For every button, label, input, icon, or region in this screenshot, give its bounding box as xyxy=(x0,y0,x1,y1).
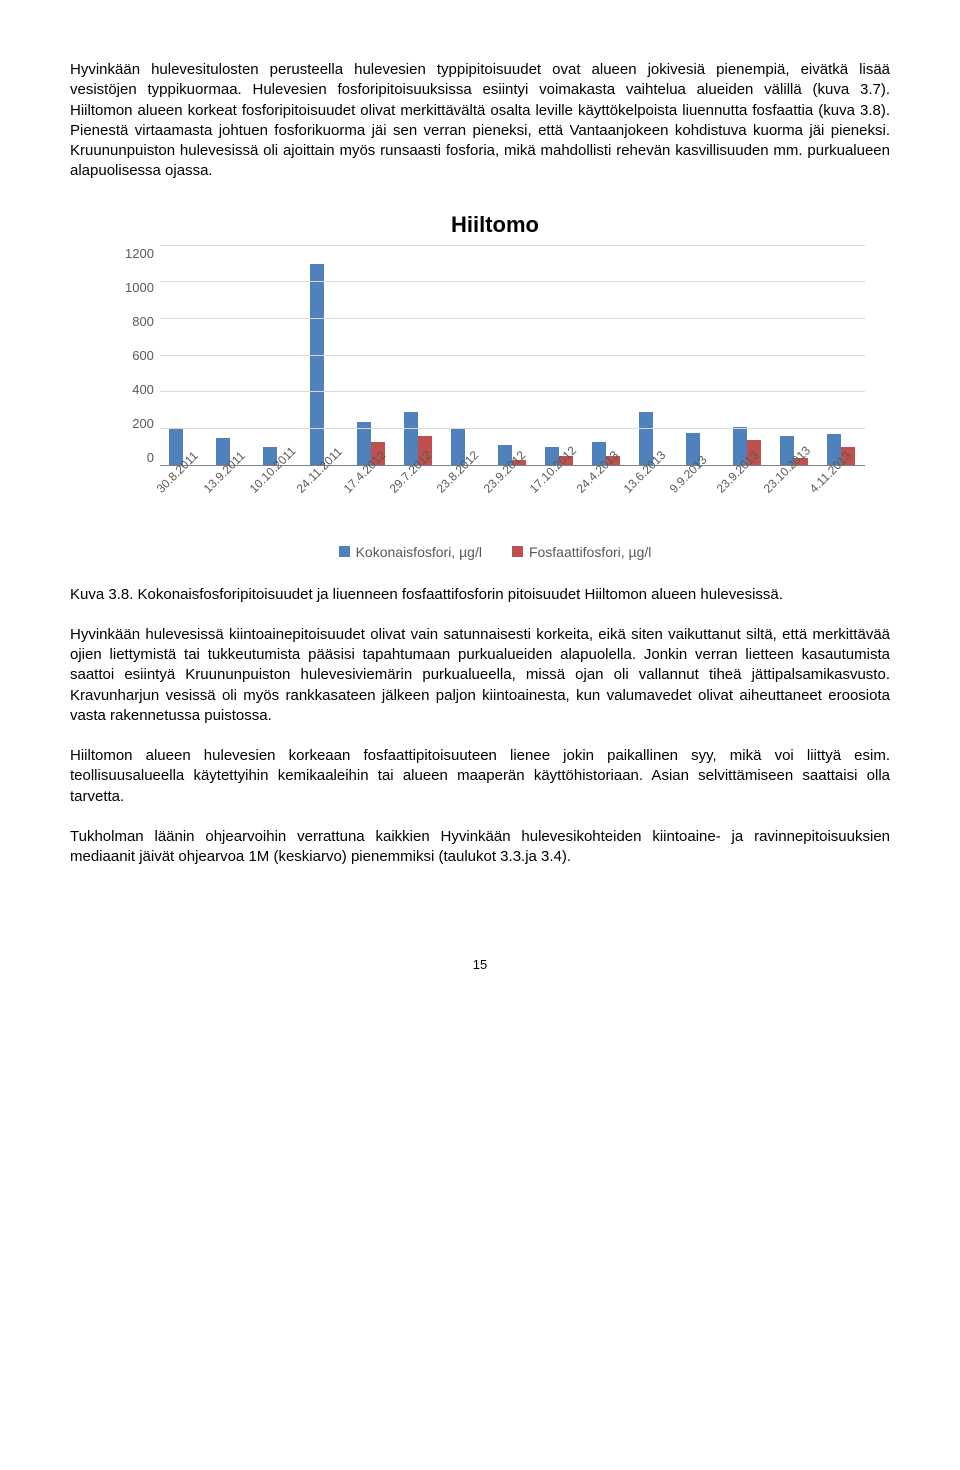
legend-swatch xyxy=(512,546,523,557)
legend-item: Kokonaisfosfori, µg/l xyxy=(339,544,482,560)
paragraph-3: Hiiltomon alueen hulevesien korkeaan fos… xyxy=(70,746,890,807)
y-tick-label: 800 xyxy=(132,314,154,329)
paragraph-1: Hyvinkään hulevesitulosten perusteella h… xyxy=(70,60,890,182)
chart-gridline xyxy=(160,391,865,392)
legend-label: Kokonaisfosfori, µg/l xyxy=(356,544,482,560)
y-tick-label: 0 xyxy=(147,450,154,465)
legend-item: Fosfaattifosfori, µg/l xyxy=(512,544,651,560)
chart-gridline xyxy=(160,355,865,356)
chart-x-axis: 30.8.201113.9.201110.10.201124.11.201117… xyxy=(165,466,865,536)
legend-label: Fosfaattifosfori, µg/l xyxy=(529,544,651,560)
bar xyxy=(310,264,324,466)
paragraph-4: Tukholman läänin ohjearvoihin verrattuna… xyxy=(70,827,890,868)
chart-legend: Kokonaisfosfori, µg/l Fosfaattifosfori, µ… xyxy=(125,544,865,560)
y-tick-label: 400 xyxy=(132,382,154,397)
chart-gridline xyxy=(160,281,865,282)
y-tick-label: 200 xyxy=(132,416,154,431)
chart-gridline xyxy=(160,428,865,429)
chart-gridline xyxy=(160,245,865,246)
figure-caption: Kuva 3.8. Kokonaisfosforipitoisuudet ja … xyxy=(70,585,890,605)
y-tick-label: 1200 xyxy=(125,246,154,261)
y-tick-label: 600 xyxy=(132,348,154,363)
page-number: 15 xyxy=(70,957,890,972)
paragraph-2: Hyvinkään hulevesissä kiintoainepitoisuu… xyxy=(70,625,890,726)
chart-gridline xyxy=(160,318,865,319)
chart-y-axis: 1200 1000 800 600 400 200 0 xyxy=(125,246,160,466)
y-tick-label: 1000 xyxy=(125,280,154,295)
chart-bars xyxy=(160,246,865,466)
chart-plot-area xyxy=(160,246,865,466)
chart-title: Hiiltomo xyxy=(125,212,865,238)
legend-swatch xyxy=(339,546,350,557)
chart-hiiltomo: Hiiltomo 1200 1000 800 600 400 200 0 30.8.2011… xyxy=(125,212,865,560)
bar-group xyxy=(301,264,348,466)
